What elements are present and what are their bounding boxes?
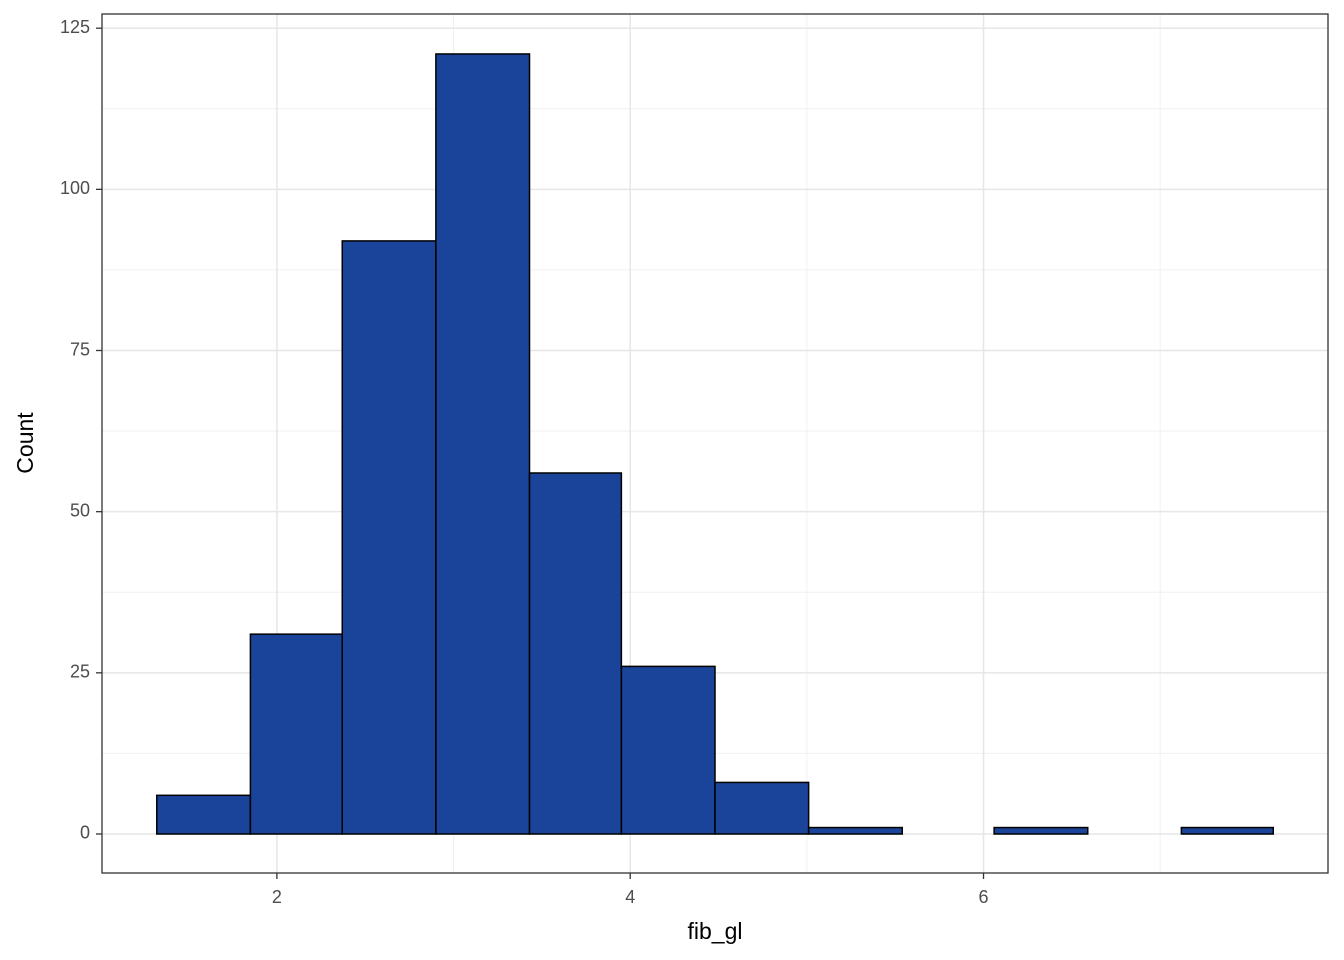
y-axis-title: Count — [12, 412, 38, 474]
bar — [807, 826, 904, 835]
y-tick-label: 75 — [70, 339, 90, 359]
bar — [528, 472, 623, 835]
x-tick-label: 2 — [272, 887, 282, 907]
grid — [102, 14, 1328, 873]
bars — [156, 53, 1274, 835]
y-tick-label: 0 — [80, 823, 90, 843]
bar — [341, 240, 437, 835]
bar — [156, 794, 252, 835]
x-axis-title: fib_gl — [688, 918, 743, 944]
bar — [993, 826, 1089, 835]
y-tick-label: 100 — [60, 178, 90, 198]
panel-border — [101, 13, 1329, 874]
y-tick-label: 50 — [70, 500, 90, 520]
x-tick-label: 6 — [979, 887, 989, 907]
y-tick-label: 125 — [60, 17, 90, 37]
bar — [714, 781, 810, 835]
bar — [435, 53, 531, 835]
bar — [249, 633, 344, 835]
x-tick-label: 4 — [625, 887, 635, 907]
y-tick-label: 25 — [70, 662, 90, 682]
bar — [1180, 826, 1274, 835]
bar — [620, 665, 716, 835]
